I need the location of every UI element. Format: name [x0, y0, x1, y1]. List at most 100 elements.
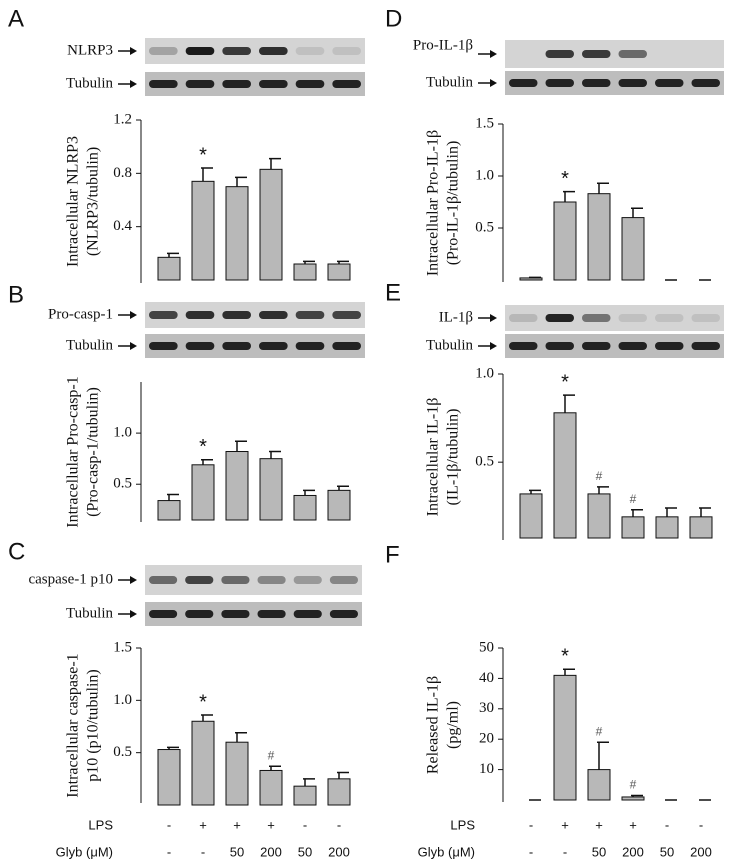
error-bar — [201, 714, 213, 722]
panel-letter: A — [8, 5, 24, 32]
y-axis-label: p10 (p10/tubulin) — [85, 669, 102, 781]
blot-band — [185, 47, 215, 55]
error-bar — [563, 394, 575, 413]
blot-band — [293, 610, 322, 618]
error-bar — [269, 765, 281, 771]
blot-band — [691, 79, 720, 87]
blot-band — [582, 50, 611, 58]
blot-label: Tubulin — [66, 337, 113, 353]
annotation: * — [561, 371, 569, 393]
annotation: * — [561, 168, 569, 190]
bar — [259, 168, 283, 281]
treatment-value: 50 — [298, 844, 312, 859]
blot-band — [185, 610, 214, 618]
error-bar — [699, 507, 711, 517]
blot-band — [259, 80, 288, 88]
error-bar — [337, 771, 349, 779]
blot-band — [149, 311, 178, 319]
treatment-value: - — [201, 844, 205, 859]
error-bar — [563, 668, 575, 676]
blot-band — [582, 342, 611, 350]
y-axis-label: Intracellular IL-1β — [425, 398, 442, 517]
blot-band — [332, 47, 361, 55]
bar — [259, 769, 283, 806]
bar — [293, 263, 317, 281]
blot-band — [221, 610, 250, 618]
panel-letter: B — [8, 281, 24, 308]
y-tick-label: 0.4 — [113, 218, 132, 234]
blot-arrowhead — [490, 314, 497, 322]
blot-band — [691, 342, 720, 350]
y-axis-label: Intracellular Pro-IL-1β — [425, 130, 442, 276]
error-bar — [337, 485, 349, 491]
blot-arrowhead — [130, 47, 137, 55]
blot-label: Pro-IL-1β — [413, 37, 473, 53]
treatment-value: + — [233, 817, 241, 832]
bar — [655, 516, 679, 539]
blot-arrowhead — [490, 342, 497, 350]
bar — [553, 674, 577, 801]
bar — [587, 769, 611, 801]
blot-band — [222, 342, 251, 350]
treatment-value: 50 — [660, 844, 674, 859]
blot-band — [222, 47, 251, 55]
blot-band — [185, 576, 214, 584]
blot-band — [257, 576, 286, 584]
blot-band — [618, 50, 647, 58]
blot-band — [257, 610, 286, 618]
blot-band — [149, 80, 178, 88]
y-axis-label: (IL-1β/tubulin) — [445, 408, 462, 505]
blot-label: Tubulin — [426, 337, 473, 353]
y-axis-label: Intracellular Pro-casp-1 — [65, 376, 82, 527]
blot-arrowhead — [130, 610, 137, 618]
y-axis-label: Intracellular NLRP3 — [65, 136, 82, 267]
annotation: * — [199, 691, 207, 713]
blot — [505, 334, 724, 358]
y-tick-label: 40 — [479, 670, 494, 686]
blot-band — [545, 50, 574, 58]
error-bar — [303, 778, 315, 787]
panel: D Pro-IL-1β Tubulin 0.5 1.0 1.5 Intracellular … — [385, 5, 724, 282]
blot-band — [295, 80, 325, 88]
bar — [621, 217, 645, 281]
blot-band — [221, 576, 250, 584]
bar — [519, 493, 543, 539]
bar — [587, 193, 611, 281]
blot-band — [185, 80, 215, 88]
treatment-value: - — [167, 817, 171, 832]
bar — [191, 180, 215, 281]
error-bar — [563, 190, 575, 202]
error-bar — [337, 260, 349, 264]
bar — [293, 785, 317, 806]
treatment-value: - — [167, 844, 171, 859]
y-tick-label: 10 — [479, 761, 494, 777]
blot-band — [259, 311, 288, 319]
bar — [225, 451, 249, 521]
y-axis-label: (NLRP3/tubulin) — [85, 147, 102, 256]
error-bar — [235, 176, 247, 187]
annotation: # — [596, 469, 603, 483]
blot-band — [295, 47, 325, 55]
y-tick-label: 1.2 — [113, 111, 132, 127]
blot-band — [582, 314, 611, 322]
blot-band — [509, 79, 538, 87]
blot-band — [509, 314, 538, 322]
treatment-value: 50 — [592, 844, 606, 859]
panel: F 10 20 30 40 50 Released IL-1β (pg/ml) * # # LPS - +… — [385, 541, 712, 859]
annotation: # — [596, 724, 603, 738]
blot-label: Tubulin — [426, 74, 473, 90]
blot-label: IL-1β — [439, 309, 473, 325]
bar — [225, 741, 249, 806]
bar — [519, 277, 543, 281]
treatment-value: - — [529, 844, 533, 859]
y-axis-label: Intracellular caspase-1 — [65, 653, 82, 797]
blot-band — [259, 47, 288, 55]
treatment-value: - — [699, 817, 703, 832]
blot-band — [655, 314, 684, 322]
error-bar — [167, 493, 179, 501]
blot — [145, 72, 365, 96]
y-tick-label: 1.5 — [475, 115, 494, 131]
bar — [293, 494, 317, 521]
blot-band — [655, 342, 684, 350]
